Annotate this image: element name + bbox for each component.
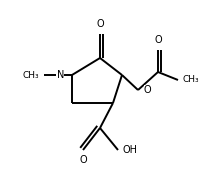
Text: CH₃: CH₃ bbox=[22, 70, 39, 80]
Text: N: N bbox=[56, 70, 64, 80]
Text: OH: OH bbox=[122, 145, 137, 155]
Text: O: O bbox=[153, 35, 161, 45]
Text: O: O bbox=[143, 85, 151, 95]
Text: O: O bbox=[96, 19, 103, 29]
Text: O: O bbox=[79, 155, 86, 165]
Text: CH₃: CH₃ bbox=[182, 76, 199, 84]
